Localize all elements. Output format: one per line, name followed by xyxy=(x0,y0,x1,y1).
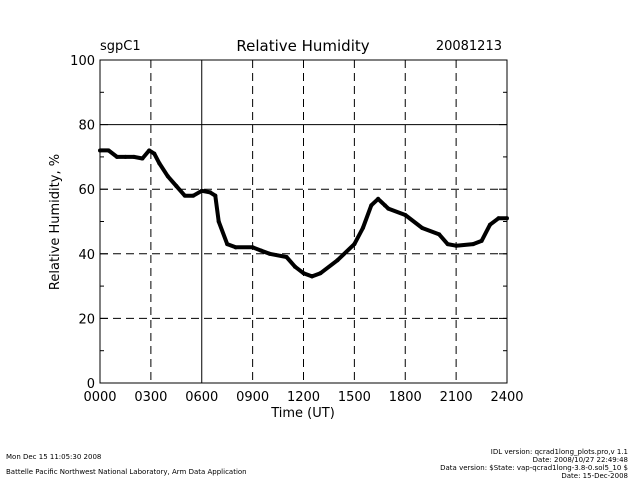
rh-data-point xyxy=(131,154,136,159)
footer-idl-date: Date: 2008/10/27 22:49:48 xyxy=(532,456,628,464)
rh-data-point xyxy=(140,156,145,161)
rh-chart: sgpC1 Relative Humidity 20081213 Time (U… xyxy=(48,37,524,421)
rh-data-point xyxy=(360,225,365,230)
x-tick-label: 1200 xyxy=(287,390,320,405)
footer-timestamp: Mon Dec 15 11:05:30 2008 xyxy=(6,453,102,461)
rh-data-point xyxy=(174,183,179,188)
rh-data-point xyxy=(403,213,408,218)
rh-data-point xyxy=(165,174,170,179)
rh-data-point xyxy=(454,243,459,248)
rh-data-point xyxy=(152,151,157,156)
rh-data-point xyxy=(106,148,111,153)
rh-data-point xyxy=(382,203,387,208)
rh-data-point xyxy=(157,161,162,166)
rh-data-point xyxy=(386,206,391,211)
y-tick-label: 0 xyxy=(87,377,95,392)
y-tick-label: 20 xyxy=(78,312,95,327)
rh-data-point xyxy=(199,188,204,193)
x-tick-label: 0600 xyxy=(185,390,218,405)
rh-data-point xyxy=(147,148,152,153)
rh-data-point xyxy=(488,222,493,227)
rh-data-point xyxy=(445,242,450,247)
y-axis-label: Relative Humidity, % xyxy=(48,154,63,290)
rh-data-point xyxy=(225,242,230,247)
rh-data-point xyxy=(369,203,374,208)
rh-data-point xyxy=(309,274,314,279)
rh-data-point xyxy=(301,271,306,276)
footer-organization: Battelle Pacific Northwest National Labo… xyxy=(6,468,247,476)
rh-data-point xyxy=(437,232,442,237)
footer-data-version: Data version: $State: vap-qcrad1long-3.8… xyxy=(440,464,628,472)
rh-data-point xyxy=(114,154,119,159)
rh-data-point xyxy=(479,238,484,243)
rh-data-point xyxy=(352,242,357,247)
rh-data-point xyxy=(250,245,255,250)
y-tick-label: 80 xyxy=(78,119,95,134)
rh-data-point xyxy=(267,251,272,256)
rh-data-point xyxy=(208,190,213,195)
rh-data-point xyxy=(293,264,298,269)
rh-data-point xyxy=(213,193,218,198)
rh-data-point xyxy=(284,255,289,260)
y-tick-label: 100 xyxy=(70,54,95,69)
date-label: 20081213 xyxy=(436,39,502,54)
rh-data-point xyxy=(233,245,238,250)
x-tick-label: 1800 xyxy=(389,390,422,405)
footer-idl-version: IDL version: qcrad1long_plots.pro,v 1.1 xyxy=(490,448,628,456)
plot-frame xyxy=(99,59,508,384)
rh-data-point xyxy=(318,271,323,276)
rh-data-point xyxy=(259,248,264,253)
x-tick-label: 2400 xyxy=(490,390,523,405)
rh-data-point xyxy=(376,196,381,201)
rh-data-point xyxy=(191,193,196,198)
rh-data-point xyxy=(335,258,340,263)
footer-data-date: Date: 15-Dec-2008 xyxy=(561,472,628,480)
y-tick-label: 40 xyxy=(78,248,95,263)
rh-data-point xyxy=(496,216,501,221)
x-tick-label: 0300 xyxy=(134,390,167,405)
x-axis-label: Time (UT) xyxy=(270,406,335,421)
rh-data-point xyxy=(420,225,425,230)
y-tick-label: 60 xyxy=(78,183,95,198)
site-label: sgpC1 xyxy=(100,39,141,54)
rh-data-point xyxy=(182,193,187,198)
x-tick-label: 1500 xyxy=(338,390,371,405)
chart-title: Relative Humidity xyxy=(236,37,369,55)
rh-data-point xyxy=(216,219,221,224)
rh-data-point xyxy=(471,242,476,247)
rh-data-point xyxy=(123,154,128,159)
x-tick-label: 0900 xyxy=(236,390,269,405)
x-tick-label: 2100 xyxy=(440,390,473,405)
x-tick-label: 0000 xyxy=(83,390,116,405)
